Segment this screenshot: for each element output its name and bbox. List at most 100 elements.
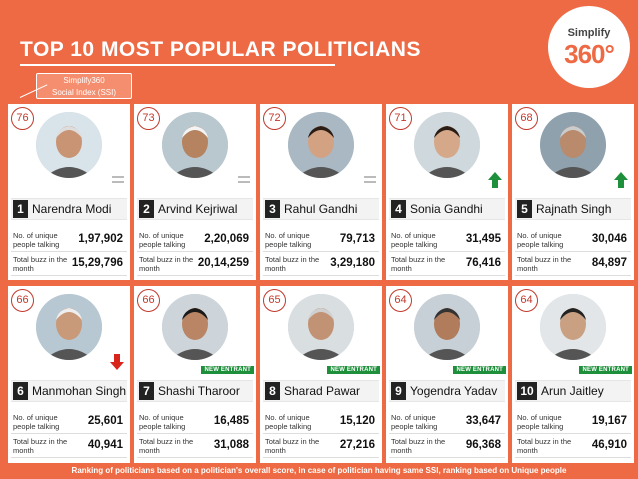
total-buzz-label: Total buzz in the month xyxy=(391,437,446,455)
total-buzz-value: 84,897 xyxy=(591,257,627,269)
total-buzz-row: Total buzz in the month 31,088 xyxy=(137,434,253,458)
stats-table: No. of unique people talking 2,20,069 To… xyxy=(137,228,253,276)
politician-name: Yogendra Yadav xyxy=(410,384,498,398)
unique-people-value: 31,495 xyxy=(465,233,501,245)
stats-table: No. of unique people talking 33,647 Tota… xyxy=(389,410,505,458)
politician-name-bar: 5 Rajnath Singh xyxy=(515,198,631,220)
trend-down-icon xyxy=(110,354,124,370)
total-buzz-value: 3,29,180 xyxy=(330,257,375,269)
politician-photo xyxy=(414,112,480,178)
total-buzz-row: Total buzz in the month 46,910 xyxy=(515,434,631,458)
politician-name-bar: 10 Arun Jaitley xyxy=(515,380,631,402)
unique-people-label: No. of unique people talking xyxy=(265,413,312,431)
no-change-icon xyxy=(112,176,124,184)
stats-table: No. of unique people talking 1,97,902 To… xyxy=(11,228,127,276)
new-entrant-badge: NEW ENTRANT xyxy=(201,366,254,374)
politician-name: Manmohan Singh xyxy=(32,384,127,398)
unique-people-value: 16,485 xyxy=(213,415,249,427)
politician-name-bar: 6 Manmohan Singh xyxy=(11,380,127,402)
politician-name: Rahul Gandhi xyxy=(284,202,358,216)
total-buzz-label: Total buzz in the month xyxy=(265,255,320,273)
unique-people-label: No. of unique people talking xyxy=(391,231,438,249)
total-buzz-row: Total buzz in the month 15,29,796 xyxy=(11,252,127,276)
new-entrant-badge: NEW ENTRANT xyxy=(327,366,380,374)
politician-photo xyxy=(162,112,228,178)
politician-card: 72 3 Rahul Gandhi No. of unique people ta… xyxy=(260,104,382,280)
ssi-score: 65 xyxy=(263,289,286,312)
politician-name-bar: 2 Arvind Kejriwal xyxy=(137,198,253,220)
rank-number: 3 xyxy=(265,200,280,218)
ssi-legend-line2: Social Index (SSI) xyxy=(51,88,117,97)
simplify360-logo: Simplify 360° xyxy=(548,6,630,88)
politician-card: 66 NEW ENTRANT 7 Shashi Tharoor No. of un… xyxy=(134,286,256,463)
new-entrant-badge: NEW ENTRANT xyxy=(579,366,632,374)
logo-line1: Simplify xyxy=(567,27,611,39)
unique-people-row: No. of unique people talking 25,601 xyxy=(11,410,127,434)
total-buzz-row: Total buzz in the month 76,416 xyxy=(389,252,505,276)
unique-people-row: No. of unique people talking 2,20,069 xyxy=(137,228,253,252)
stats-table: No. of unique people talking 16,485 Tota… xyxy=(137,410,253,458)
politician-name-bar: 3 Rahul Gandhi xyxy=(263,198,379,220)
unique-people-row: No. of unique people talking 33,647 xyxy=(389,410,505,434)
politician-name-bar: 9 Yogendra Yadav xyxy=(389,380,505,402)
politician-card: 64 NEW ENTRANT 9 Yogendra Yadav No. of un… xyxy=(386,286,508,463)
total-buzz-label: Total buzz in the month xyxy=(139,255,194,273)
politician-name: Rajnath Singh xyxy=(536,202,612,216)
politician-name: Narendra Modi xyxy=(32,202,112,216)
ssi-score: 72 xyxy=(263,107,286,130)
unique-people-value: 15,120 xyxy=(339,415,375,427)
footer-note: Ranking of politicians based on a politi… xyxy=(71,466,567,475)
no-change-icon xyxy=(364,176,376,184)
unique-people-label: No. of unique people talking xyxy=(265,231,312,249)
stats-table: No. of unique people talking 15,120 Tota… xyxy=(263,410,379,458)
total-buzz-row: Total buzz in the month 96,368 xyxy=(389,434,505,458)
politician-name-bar: 8 Sharad Pawar xyxy=(263,380,379,402)
politician-name: Shashi Tharoor xyxy=(158,384,240,398)
politician-name: Arvind Kejriwal xyxy=(158,202,238,216)
logo-line2: 360° xyxy=(564,39,615,69)
politician-card: 65 NEW ENTRANT 8 Sharad Pawar No. of uniq… xyxy=(260,286,382,463)
rank-number: 4 xyxy=(391,200,406,218)
trend-up-icon xyxy=(614,172,628,188)
stats-table: No. of unique people talking 30,046 Tota… xyxy=(515,228,631,276)
politician-card: 71 4 Sonia Gandhi No. of unique people ta… xyxy=(386,104,508,280)
politician-card: 66 6 Manmohan Singh No. of unique people … xyxy=(8,286,130,463)
politician-card: 73 2 Arvind Kejriwal No. of unique people… xyxy=(134,104,256,280)
politician-photo xyxy=(36,112,102,178)
unique-people-label: No. of unique people talking xyxy=(517,413,564,431)
ssi-score: 76 xyxy=(11,107,34,130)
ssi-score: 71 xyxy=(389,107,412,130)
total-buzz-value: 76,416 xyxy=(465,257,501,269)
politician-photo xyxy=(540,294,606,360)
total-buzz-label: Total buzz in the month xyxy=(13,437,68,455)
rank-number: 7 xyxy=(139,382,154,400)
politician-card: 76 1 Narendra Modi No. of unique people t… xyxy=(8,104,130,280)
unique-people-row: No. of unique people talking 16,485 xyxy=(137,410,253,434)
politician-name-bar: 4 Sonia Gandhi xyxy=(389,198,505,220)
stats-table: No. of unique people talking 25,601 Tota… xyxy=(11,410,127,458)
unique-people-value: 79,713 xyxy=(339,233,375,245)
politician-name: Arun Jaitley xyxy=(541,384,604,398)
politician-name-bar: 7 Shashi Tharoor xyxy=(137,380,253,402)
politician-name-bar: 1 Narendra Modi xyxy=(11,198,127,220)
unique-people-row: No. of unique people talking 19,167 xyxy=(515,410,631,434)
unique-people-label: No. of unique people talking xyxy=(139,231,186,249)
unique-people-value: 2,20,069 xyxy=(204,233,249,245)
new-entrant-badge: NEW ENTRANT xyxy=(453,366,506,374)
rank-number: 6 xyxy=(13,382,28,400)
total-buzz-label: Total buzz in the month xyxy=(265,437,320,455)
total-buzz-value: 31,088 xyxy=(213,439,249,451)
politician-photo xyxy=(36,294,102,360)
stats-table: No. of unique people talking 79,713 Tota… xyxy=(263,228,379,276)
total-buzz-value: 96,368 xyxy=(465,439,501,451)
total-buzz-value: 40,941 xyxy=(87,439,123,451)
unique-people-value: 19,167 xyxy=(591,415,627,427)
stats-table: No. of unique people talking 31,495 Tota… xyxy=(389,228,505,276)
stats-table: No. of unique people talking 19,167 Tota… xyxy=(515,410,631,458)
total-buzz-row: Total buzz in the month 84,897 xyxy=(515,252,631,276)
politician-photo xyxy=(540,112,606,178)
ssi-legend-line1: Simplify360 xyxy=(63,76,105,85)
ssi-score: 68 xyxy=(515,107,538,130)
total-buzz-row: Total buzz in the month 40,941 xyxy=(11,434,127,458)
unique-people-row: No. of unique people talking 1,97,902 xyxy=(11,228,127,252)
